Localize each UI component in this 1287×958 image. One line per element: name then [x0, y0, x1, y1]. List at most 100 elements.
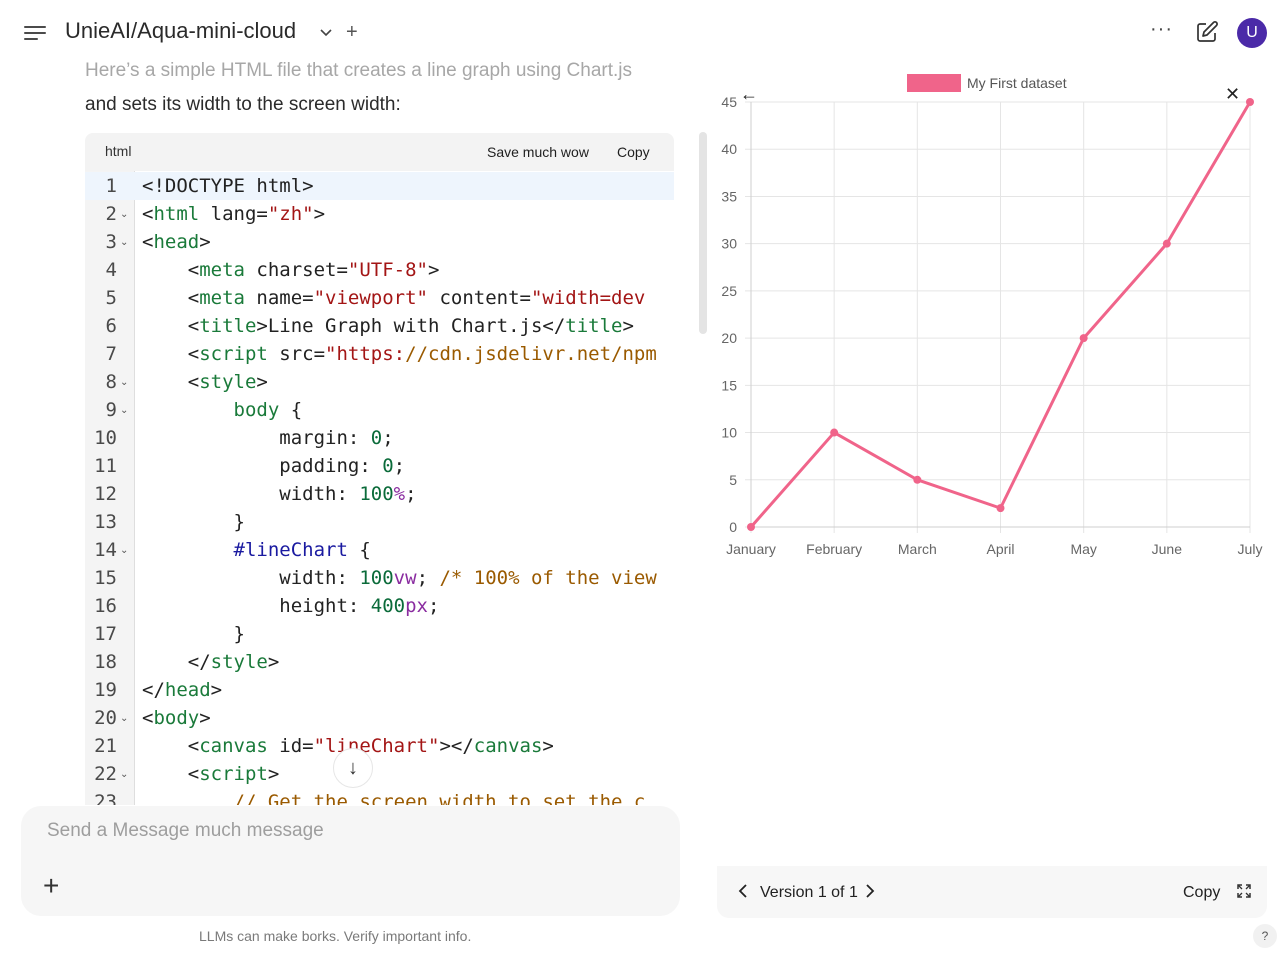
code-line: 22 ⌄ <script>	[85, 760, 674, 788]
new-chat-edit-icon[interactable]	[1195, 20, 1219, 44]
y-tick-label: 15	[721, 377, 737, 393]
fold-chevron-icon[interactable]: ⌄	[120, 545, 129, 556]
line-number: 1	[105, 175, 117, 197]
code-editor[interactable]: 1 <!DOCTYPE html> 2 ⌄ <html lang="zh"> 3 ⌄ <hea…	[85, 172, 674, 805]
y-tick-label: 35	[721, 188, 737, 204]
y-tick-label: 25	[721, 283, 737, 299]
fold-chevron-icon[interactable]: ⌄	[120, 209, 129, 220]
add-attachment-button[interactable]: +	[43, 870, 60, 901]
help-button[interactable]: ?	[1253, 924, 1277, 948]
code-line: 8 ⌄ <style>	[85, 368, 674, 396]
code-text: </head>	[142, 679, 223, 701]
message-text-line: Here’s a simple HTML file that creates a…	[85, 60, 633, 81]
line-number: 7	[105, 343, 117, 365]
x-tick-label: July	[1238, 541, 1263, 557]
more-options-icon[interactable]: ···	[1150, 18, 1173, 40]
line-number: 13	[94, 511, 117, 533]
fold-chevron-icon[interactable]: ⌄	[120, 713, 129, 724]
code-line: 6 <title>Line Graph with Chart.js</title…	[85, 312, 674, 340]
y-tick-label: 0	[729, 519, 737, 535]
fold-chevron-icon[interactable]: ⌄	[120, 769, 129, 780]
back-arrow-icon[interactable]: ←	[740, 84, 758, 104]
code-text: <style>	[142, 371, 268, 393]
data-point	[747, 523, 755, 531]
add-model-button[interactable]: +	[346, 21, 358, 43]
y-tick-label: 45	[721, 94, 737, 110]
line-number: 8	[105, 371, 117, 393]
line-number: 17	[94, 623, 117, 645]
scroll-down-button[interactable]: ↓	[333, 748, 373, 788]
line-number: 2	[105, 203, 117, 225]
line-number: 6	[105, 315, 117, 337]
data-point	[996, 504, 1005, 513]
line-number: 20	[94, 707, 117, 729]
code-text: <script src="https://cdn.jsdelivr.net/np…	[142, 343, 657, 365]
code-text: padding: 0;	[142, 455, 406, 477]
fold-chevron-icon[interactable]: ⌄	[120, 237, 129, 248]
code-text: <head>	[142, 231, 211, 253]
code-text: <html lang="zh">	[142, 203, 326, 225]
code-line: 5 <meta name="viewport" content="width=d…	[85, 284, 674, 312]
code-text: <body>	[142, 707, 211, 729]
code-text: // Get the screen width to set the c	[233, 791, 646, 805]
line-number: 3	[105, 231, 117, 253]
fold-chevron-icon[interactable]: ⌄	[120, 377, 129, 388]
save-code-button[interactable]: Save much wow	[487, 144, 589, 160]
line-number: 11	[94, 455, 117, 477]
expand-icon[interactable]	[1236, 883, 1252, 899]
data-point	[1079, 334, 1088, 343]
fold-chevron-icon[interactable]: ⌄	[120, 405, 129, 416]
chevron-left-icon[interactable]	[737, 882, 749, 900]
model-title[interactable]: UnieAI/Aqua-mini-cloud	[65, 18, 297, 43]
code-line: 10 margin: 0;	[85, 424, 674, 452]
line-number: 22	[94, 763, 117, 785]
code-line: 3 ⌄ <head>	[85, 228, 674, 256]
disclaimer-text: LLMs can make borks. Verify important in…	[199, 928, 472, 944]
code-text: </style>	[142, 651, 280, 673]
user-avatar[interactable]: U	[1237, 18, 1267, 48]
code-line: 20 ⌄ <body>	[85, 704, 674, 732]
message-composer: +	[21, 806, 680, 916]
legend-label: My First dataset	[967, 75, 1067, 91]
code-line: 17 }	[85, 620, 674, 648]
code-text: body {	[233, 399, 303, 421]
code-scrollbar[interactable]	[699, 132, 707, 334]
code-block-header: html Save much wow Copy	[85, 133, 674, 171]
data-point	[1162, 239, 1171, 248]
menu-icon[interactable]	[24, 24, 46, 42]
y-tick-label: 30	[721, 236, 737, 252]
code-text: <!DOCTYPE html>	[142, 175, 314, 197]
chevron-right-icon[interactable]	[864, 882, 876, 900]
message-input[interactable]	[47, 820, 647, 842]
legend-swatch	[907, 74, 961, 92]
code-text: }	[142, 623, 245, 645]
code-text: <script>	[142, 763, 280, 785]
code-line: 1 <!DOCTYPE html>	[85, 172, 674, 200]
y-tick-label: 20	[721, 330, 737, 346]
code-text: <meta name="viewport" content="width=dev	[142, 287, 646, 309]
code-line: 13 }	[85, 508, 674, 536]
line-number: 10	[94, 427, 117, 449]
line-number: 21	[94, 735, 117, 757]
data-point	[1246, 98, 1254, 106]
line-number: 15	[94, 567, 117, 589]
code-text: width: 100%;	[142, 483, 417, 505]
code-line: 7 <script src="https://cdn.jsdelivr.net/…	[85, 340, 674, 368]
data-point	[830, 428, 839, 437]
message-text-line: and sets its width to the screen width:	[85, 94, 401, 115]
copy-artifact-button[interactable]: Copy	[1183, 884, 1221, 901]
line-number: 16	[94, 595, 117, 617]
copy-code-button[interactable]: Copy	[617, 144, 650, 160]
chevron-down-icon[interactable]	[318, 22, 334, 42]
line-number: 4	[105, 259, 117, 281]
x-tick-label: June	[1152, 541, 1183, 557]
code-line: 14 ⌄ #lineChart {	[85, 536, 674, 564]
close-icon[interactable]: ✕	[1225, 84, 1241, 104]
code-line: 21 <canvas id="lineChart"></canvas>	[85, 732, 674, 760]
code-line: 11 padding: 0;	[85, 452, 674, 480]
x-tick-label: February	[806, 541, 862, 557]
code-line: 23 // Get the screen width to set the c	[85, 788, 674, 805]
code-text: <canvas id="lineChart"></canvas>	[142, 735, 554, 757]
code-text: <title>Line Graph with Chart.js</title>	[142, 315, 634, 337]
code-line: 4 <meta charset="UTF-8">	[85, 256, 674, 284]
